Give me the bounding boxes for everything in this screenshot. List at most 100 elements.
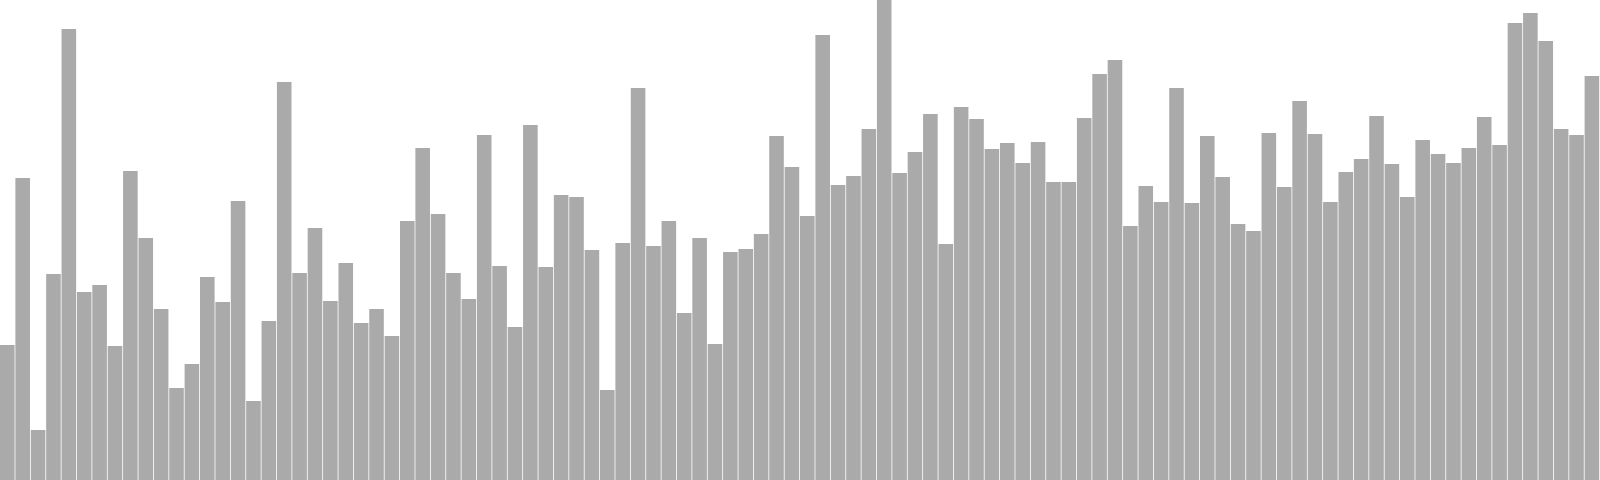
bar-46: [692, 238, 707, 480]
bar-35: [523, 125, 538, 480]
bar-100: [1523, 13, 1538, 480]
bar-68: [1030, 142, 1046, 480]
bar-89: [1353, 159, 1369, 480]
bar-21: [307, 228, 323, 480]
bar-2: [15, 178, 30, 480]
bar-70: [1061, 182, 1077, 480]
bar-69: [1046, 182, 1061, 480]
bar-24: [353, 323, 369, 480]
bar-61: [923, 114, 938, 480]
bar-96: [1461, 148, 1477, 480]
bar-26: [384, 336, 400, 480]
bar-58: [876, 0, 892, 480]
bar-86: [1307, 134, 1323, 480]
bar-1: [0, 345, 15, 480]
bar-103: [1569, 135, 1584, 480]
bar-77: [1169, 88, 1184, 480]
bar-7: [92, 285, 107, 480]
bar-63: [953, 107, 969, 480]
bar-94: [1430, 154, 1446, 480]
bar-81: [1230, 224, 1246, 480]
bar-5: [61, 29, 77, 480]
bar-85: [1292, 101, 1307, 480]
bar-22: [323, 301, 338, 480]
bar-18: [261, 321, 277, 480]
bar-31: [461, 299, 477, 480]
bar-102: [1553, 129, 1569, 480]
bar-93: [1415, 140, 1430, 480]
bar-11: [153, 309, 169, 480]
bar-12: [169, 388, 184, 480]
bar-28: [415, 148, 430, 480]
bar-60: [907, 152, 923, 480]
bar-55: [830, 185, 846, 480]
bar-45: [676, 313, 692, 480]
bar-64: [969, 119, 984, 480]
bar-76: [1153, 202, 1169, 480]
bar-3: [30, 430, 46, 480]
bar-82: [1246, 231, 1261, 480]
bar-40: [600, 390, 615, 480]
bar-49: [738, 249, 754, 480]
bar-16: [230, 201, 246, 480]
bar-9: [123, 171, 138, 480]
bar-79: [1200, 136, 1215, 480]
bar-19: [276, 82, 292, 480]
bar-33: [492, 266, 507, 480]
bar-66: [1000, 143, 1015, 480]
bar-51: [769, 136, 784, 480]
bar-73: [1107, 60, 1123, 480]
bar-72: [1092, 74, 1107, 480]
bar-43: [646, 246, 661, 480]
bar-83: [1261, 133, 1277, 480]
bar-20: [292, 273, 307, 480]
bar-38: [569, 197, 584, 480]
bar-65: [984, 149, 1000, 480]
bar-13: [184, 364, 200, 480]
bar-8: [107, 346, 123, 480]
bar-90: [1369, 116, 1384, 480]
bar-101: [1538, 41, 1554, 480]
bar-57: [861, 129, 877, 480]
bar-30: [446, 273, 461, 480]
bar-59: [892, 173, 907, 480]
bar-39: [584, 250, 600, 480]
bar-4: [46, 274, 61, 480]
bar-75: [1138, 186, 1154, 480]
bar-47: [707, 344, 723, 480]
bar-95: [1446, 163, 1461, 480]
bar-88: [1338, 172, 1354, 480]
bar-97: [1476, 117, 1492, 480]
bar-36: [538, 267, 554, 480]
bar-56: [846, 176, 861, 480]
bar-53: [800, 216, 815, 480]
bar-6: [76, 292, 92, 480]
bar-99: [1507, 23, 1523, 480]
bar-67: [1015, 163, 1030, 480]
bar-91: [1384, 164, 1400, 480]
bar-92: [1400, 197, 1415, 480]
bar-50: [753, 234, 769, 480]
bar-42: [630, 88, 646, 480]
bar-80: [1215, 177, 1230, 480]
bar-37: [553, 195, 569, 480]
bar-29: [430, 214, 446, 480]
bar-84: [1276, 187, 1292, 480]
bar-54: [815, 35, 830, 480]
bar-44: [661, 221, 677, 480]
bar-78: [1184, 203, 1200, 480]
bar-104: [1584, 76, 1600, 480]
bar-10: [138, 238, 154, 480]
bar-74: [1123, 226, 1138, 480]
bar-34: [507, 327, 523, 480]
bar-41: [615, 243, 630, 480]
bar-27: [400, 221, 415, 480]
bar-71: [1076, 118, 1092, 480]
bar-62: [938, 244, 954, 480]
bar-98: [1492, 145, 1507, 480]
bar-87: [1323, 202, 1338, 480]
bar-48: [723, 252, 738, 480]
bar-17: [246, 401, 261, 480]
